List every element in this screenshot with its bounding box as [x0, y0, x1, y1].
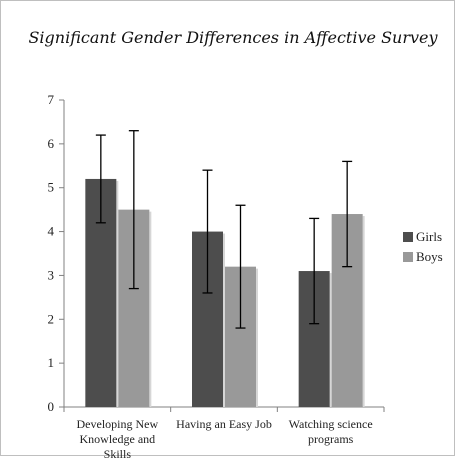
legend-label-girls: Girls [416, 229, 442, 244]
y-tick-label: 0 [48, 399, 55, 414]
error-bars [95, 130, 353, 329]
x-category-label: Watching science programs [289, 417, 373, 446]
bar-shadow [223, 233, 225, 407]
axis-labels: 0 1 2 3 4 5 6 7 Developing New Knowledge and Skill… [48, 92, 373, 459]
legend-swatch-boys [403, 252, 413, 262]
bar-shadow [116, 180, 119, 407]
bar-shadow [256, 268, 258, 407]
y-tick-label: 3 [48, 267, 55, 282]
y-tick-label: 2 [48, 311, 55, 326]
legend-swatch-girls [403, 232, 413, 242]
bar-shadow [329, 273, 332, 407]
x-category-label: Having an Easy Job [176, 417, 272, 431]
y-tick-label: 5 [48, 180, 55, 195]
y-tick-label: 7 [48, 92, 55, 107]
x-category-label: Developing New Knowledge and Skills [77, 417, 159, 459]
y-tick-label: 6 [48, 136, 55, 151]
bar-shadow [149, 211, 152, 407]
bar-shadow [362, 216, 365, 407]
bars [85, 178, 365, 407]
chart-title: Significant Gender Differences in Affect… [28, 28, 438, 47]
legend-label-boys: Boys [416, 249, 443, 264]
legend: Girls Boys [403, 229, 443, 264]
y-tick-label: 4 [48, 224, 55, 239]
y-tick-label: 1 [48, 355, 55, 370]
